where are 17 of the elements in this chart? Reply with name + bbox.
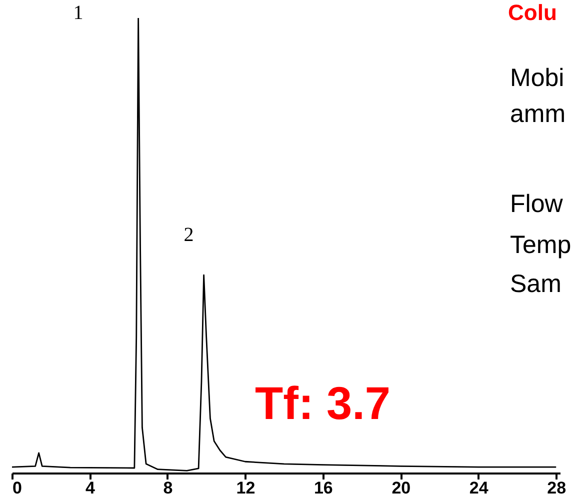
annotation: Flow xyxy=(510,190,563,218)
x-tick-label: 12 xyxy=(236,478,256,496)
annotation: 2 xyxy=(184,224,194,246)
annotation: Tf: 3.7 xyxy=(255,377,390,429)
x-tick-label: 16 xyxy=(314,478,333,496)
annotation: 1 xyxy=(73,2,84,24)
x-tick-label: 0 xyxy=(12,478,22,496)
annotation: Colu xyxy=(508,0,557,25)
annotation: Mobi xyxy=(510,64,564,92)
x-tick-label: 24 xyxy=(469,478,489,496)
annotation: amm xyxy=(510,100,566,128)
x-tick-label: 4 xyxy=(85,478,96,496)
annotation: Sam xyxy=(510,270,562,298)
x-tick-label: 28 xyxy=(547,478,566,496)
x-tick-label: 8 xyxy=(163,478,173,496)
annotation: Temp xyxy=(510,231,572,259)
x-tick-label: 20 xyxy=(392,478,411,496)
